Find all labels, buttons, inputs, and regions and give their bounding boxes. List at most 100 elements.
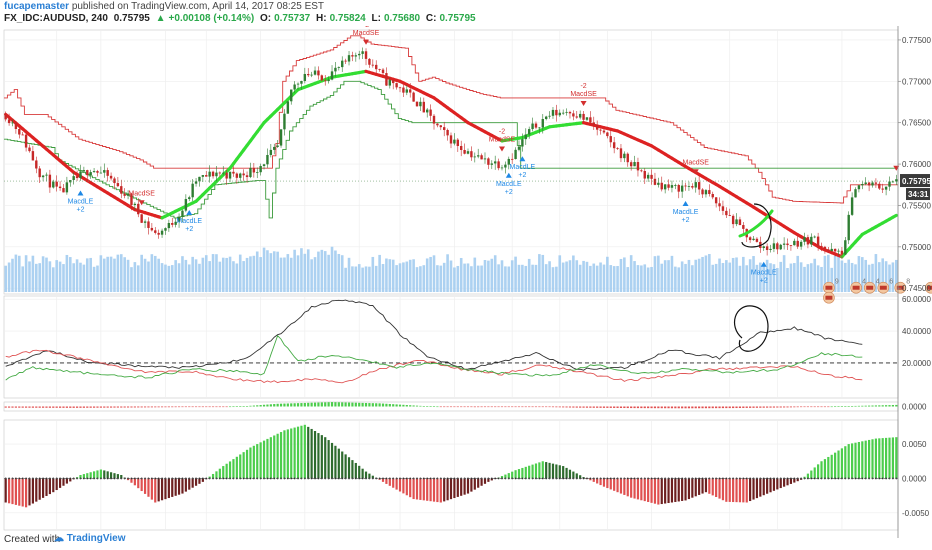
- zero-dot: [453, 477, 456, 480]
- long-entry-label: MacdLE: [510, 164, 536, 171]
- histogram-bar: [609, 478, 612, 490]
- volume-bar: [191, 256, 194, 292]
- histogram-bar: [609, 406, 612, 408]
- zero-dot: [409, 477, 412, 480]
- histogram-bar: [830, 406, 833, 408]
- symbol-label[interactable]: FX_IDC:AUDUSD, 240: [4, 13, 108, 24]
- volume-bar: [517, 264, 521, 292]
- candle-body: [765, 246, 769, 250]
- volume-bar: [640, 265, 643, 292]
- histogram-bar: [62, 406, 65, 408]
- histogram-bar: [351, 460, 354, 479]
- histogram-bar: [857, 405, 861, 407]
- volume-bar: [582, 260, 585, 292]
- histogram-bar: [157, 478, 160, 502]
- candle-body: [619, 148, 623, 159]
- histogram-bar: [191, 406, 194, 408]
- flag-icon[interactable]: [894, 281, 907, 294]
- volume-bar: [742, 256, 745, 292]
- candle-body: [589, 117, 592, 123]
- histogram-bar: [422, 406, 425, 407]
- histogram-bar: [334, 445, 337, 479]
- histogram-bar: [218, 406, 221, 408]
- zero-dot: [494, 477, 497, 480]
- volume-bar: [684, 263, 687, 292]
- pane-frame: [3, 295, 899, 399]
- author-link[interactable]: fucapemaster: [4, 1, 70, 12]
- volume-bar: [701, 256, 704, 292]
- volume-bar: [480, 265, 483, 292]
- zero-dot: [497, 477, 500, 480]
- histogram-bar: [623, 406, 626, 409]
- histogram-bar: [402, 478, 405, 494]
- volume-bar: [181, 256, 184, 292]
- histogram-bar: [303, 424, 306, 479]
- candle-body: [718, 203, 721, 207]
- histogram-bar: [337, 402, 340, 407]
- flag-icon[interactable]: [877, 281, 890, 294]
- candle-body: [395, 83, 398, 88]
- candle-body: [52, 181, 55, 188]
- histogram-bar: [239, 406, 242, 407]
- volume-bar: [153, 255, 157, 292]
- price-tick-label: 0.76000: [902, 160, 931, 169]
- candle-body: [164, 228, 167, 231]
- histogram-bar: [592, 406, 595, 408]
- volume-bar: [793, 263, 796, 292]
- histogram-bar: [320, 402, 323, 407]
- chart-canvas[interactable]: MacdLE+2MacdSEMacdLE+2-2MacdSE-2MacdSEMa…: [0, 26, 932, 538]
- zero-dot: [582, 477, 585, 480]
- volume-bar: [691, 265, 694, 292]
- volume-bar: [385, 258, 388, 292]
- histogram-bar: [354, 402, 357, 407]
- candle-body: [895, 179, 898, 182]
- histogram-bar: [558, 465, 561, 479]
- economic-events[interactable]: 9446832: [823, 279, 932, 304]
- flag-icon[interactable]: [823, 281, 835, 294]
- zero-dot: [739, 477, 741, 480]
- zero-dot: [674, 477, 677, 480]
- histogram-bar: [602, 478, 606, 487]
- histogram-bar: [262, 404, 266, 407]
- flag-icon[interactable]: [850, 281, 862, 294]
- volume-bar: [538, 254, 541, 292]
- candle-body: [215, 172, 218, 177]
- histogram-bar: [851, 443, 854, 479]
- volume-bar: [255, 251, 259, 292]
- histogram-bar: [667, 478, 670, 504]
- histogram-bar: [143, 406, 147, 408]
- volume-bar: [293, 249, 296, 292]
- histogram-bar: [698, 478, 701, 495]
- histogram-bar: [113, 473, 116, 479]
- zero-dot: [25, 477, 27, 480]
- zero-dot: [858, 477, 860, 480]
- volume-bar: [109, 256, 113, 292]
- histogram-bar: [473, 406, 476, 408]
- histogram-bar: [551, 406, 555, 408]
- candle-body: [116, 183, 120, 187]
- histogram-bar: [194, 478, 198, 486]
- zero-dot: [402, 477, 405, 480]
- long-entry-label: MacdLE: [176, 218, 202, 225]
- histogram-bar: [171, 478, 174, 497]
- histogram-bar: [184, 406, 187, 408]
- candle-body: [476, 155, 480, 157]
- tradingview-logo-text[interactable]: ☁ TradingView: [54, 533, 126, 544]
- flag-icon[interactable]: [925, 281, 932, 294]
- annotation-circle: [733, 305, 769, 352]
- candle-body: [565, 111, 568, 113]
- histogram-bar: [109, 472, 113, 479]
- histogram-bar: [317, 433, 320, 479]
- candle-body: [259, 165, 262, 173]
- volume-bar: [470, 266, 473, 292]
- volume-bar: [796, 255, 800, 292]
- histogram-bar: [79, 406, 82, 408]
- candle-body: [823, 246, 827, 250]
- zero-dot: [286, 477, 289, 480]
- histogram-bar: [21, 478, 24, 507]
- flag-icon[interactable]: [863, 281, 876, 294]
- volume-bar: [330, 246, 334, 292]
- zero-dot: [681, 477, 684, 480]
- histogram-bar: [443, 406, 446, 408]
- candle-body: [133, 203, 137, 206]
